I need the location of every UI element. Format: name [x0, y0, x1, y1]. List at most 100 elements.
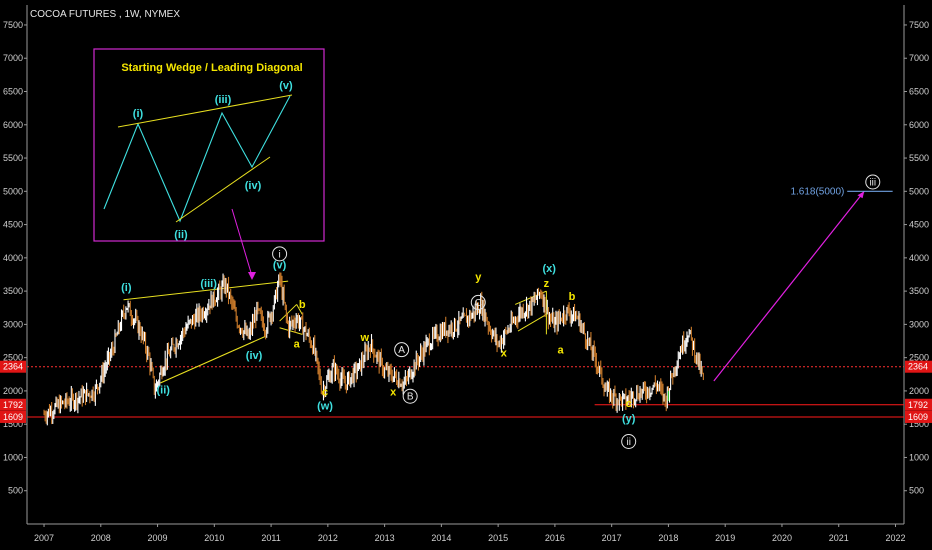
price-tag-left: [0, 410, 26, 423]
x-tick-label: 2020: [772, 533, 792, 543]
inset-wave-label: (iii): [215, 94, 232, 106]
wedge-line-0: [123, 280, 289, 301]
circled-wave-label: B: [407, 392, 414, 403]
wave-label: x: [501, 347, 508, 359]
y-tick-label-right: 7000: [909, 53, 929, 63]
circled-wave-marker: [865, 174, 881, 190]
price-tag-right: [905, 410, 932, 423]
circled-wave-marker: [470, 294, 486, 310]
y-tick-label-left: 7500: [3, 20, 23, 30]
y-tick-label-right: 3500: [909, 286, 929, 296]
projection-layer: 1.618(5000): [713, 186, 893, 382]
inset-wave-label: (iv): [245, 180, 262, 192]
x-tick-label: 2013: [375, 533, 395, 543]
y-tick-label-right: 2000: [909, 386, 929, 396]
price-tag-left-text: 2364: [3, 362, 23, 372]
y-tick-label-left: 6000: [3, 120, 23, 130]
x-tick-label: 2008: [91, 533, 111, 543]
x-tick-label: 2021: [829, 533, 849, 543]
wave-label: b: [569, 291, 576, 303]
circled-wave-label: A: [398, 345, 405, 356]
support-lines: 2364 2364 1792 1792 1609 1609: [0, 360, 932, 423]
price-tag-left-text: 1792: [3, 400, 23, 410]
wave-label: (ii): [157, 385, 171, 397]
x-tick-label: 2016: [545, 533, 565, 543]
circled-wave-label: C: [475, 298, 482, 309]
inset-wave-label: (ii): [174, 229, 188, 241]
wave-label: c: [626, 398, 632, 410]
y-tick-label-left: 1500: [3, 419, 23, 429]
y-tick-label-left: 5500: [3, 153, 23, 163]
wave-label: z: [544, 278, 550, 290]
y-tick-label-left: 6500: [3, 87, 23, 97]
chart-title: COCOA FUTURES , 1W, NYMEX: [30, 9, 180, 20]
wave-label: x: [390, 387, 397, 399]
circled-wave-marker: [394, 342, 410, 358]
inset-lower-line: [175, 156, 271, 223]
circled-wave-marker: [272, 246, 288, 262]
y-tick-label-left: 2500: [3, 353, 23, 363]
y-tick-label-right: 5000: [909, 186, 929, 196]
price-tag-left: [0, 398, 26, 411]
price-tag-right-text: 2364: [908, 362, 928, 372]
circled-wave-marker: [402, 388, 418, 404]
small-wedge-2: [296, 304, 303, 315]
circled-wave-label: i: [278, 249, 280, 260]
x-tick-label: 2010: [204, 533, 224, 543]
y-tick-label-left: 4000: [3, 253, 23, 263]
circled-wave-label: iii: [869, 177, 876, 188]
y-tick-label-right: 1500: [909, 419, 929, 429]
x-tick-label: 2007: [34, 533, 54, 543]
x-tick-label: 2012: [318, 533, 338, 543]
y-tick-label-right: 6500: [909, 87, 929, 97]
y-tick-label-left: 7000: [3, 53, 23, 63]
price-tag-left-text: 1609: [3, 412, 23, 422]
y-tick-label-left: 4500: [3, 220, 23, 230]
wave-label: a: [294, 339, 301, 351]
y-tick-label-left: 500: [8, 486, 23, 496]
inset-frame: [93, 48, 325, 242]
x-tick-label: 2015: [488, 533, 508, 543]
y-tick-label-left: 5000: [3, 186, 23, 196]
fib-target-label: 1.618(5000): [790, 186, 844, 197]
y-tick-label-left: 3500: [3, 286, 23, 296]
small-wedge-1: [279, 327, 303, 335]
wave-label: (iii): [200, 278, 217, 290]
price-tag-right-text: 1609: [908, 412, 928, 422]
x-tick-label: 2009: [148, 533, 168, 543]
wave-label: (y): [622, 413, 636, 425]
wave-label: (x): [543, 263, 557, 275]
y-tick-label-right: 4500: [909, 220, 929, 230]
wave-label: b: [299, 299, 306, 311]
wave-label: w: [359, 332, 369, 344]
y-tick-label-right: 4000: [909, 253, 929, 263]
inset-wave-label: (i): [133, 108, 144, 120]
price-tag-right: [905, 360, 932, 373]
projection-line: [713, 190, 865, 382]
inset-pointer-line: [231, 208, 253, 277]
wave-label: y: [475, 271, 482, 283]
x-tick-label: 2011: [261, 533, 280, 543]
inset-upper-line: [117, 94, 293, 128]
y-tick-label-right: 7500: [909, 20, 929, 30]
y-tick-label-right: 500: [909, 486, 924, 496]
projection-arrowhead: [857, 191, 865, 199]
inset-zigzag: [103, 95, 291, 223]
small-wedge-0: [279, 304, 297, 322]
wave-label: c: [322, 387, 328, 399]
wave-label: (w): [317, 401, 333, 413]
x-tick-label: 2017: [602, 533, 622, 543]
wave-label: a: [558, 345, 565, 357]
price-tag-right: [905, 398, 932, 411]
y-tick-label-right: 3000: [909, 319, 929, 329]
inset-title: Starting Wedge / Leading Diagonal: [121, 62, 302, 74]
y-tick-label-left: 1000: [3, 452, 23, 462]
inset-pointer-arrowhead: [248, 272, 256, 280]
axes-layer: 500 500 1000 1000 1500 1500 2000 2000 2500 2500 30…: [3, 5, 929, 543]
price-tag-right-text: 1792: [908, 400, 928, 410]
y-tick-label-left: 2000: [3, 386, 23, 396]
inset-wave-label: (v): [279, 80, 293, 92]
wave-label: (iv): [246, 350, 263, 362]
y-tick-label-right: 6000: [909, 120, 929, 130]
